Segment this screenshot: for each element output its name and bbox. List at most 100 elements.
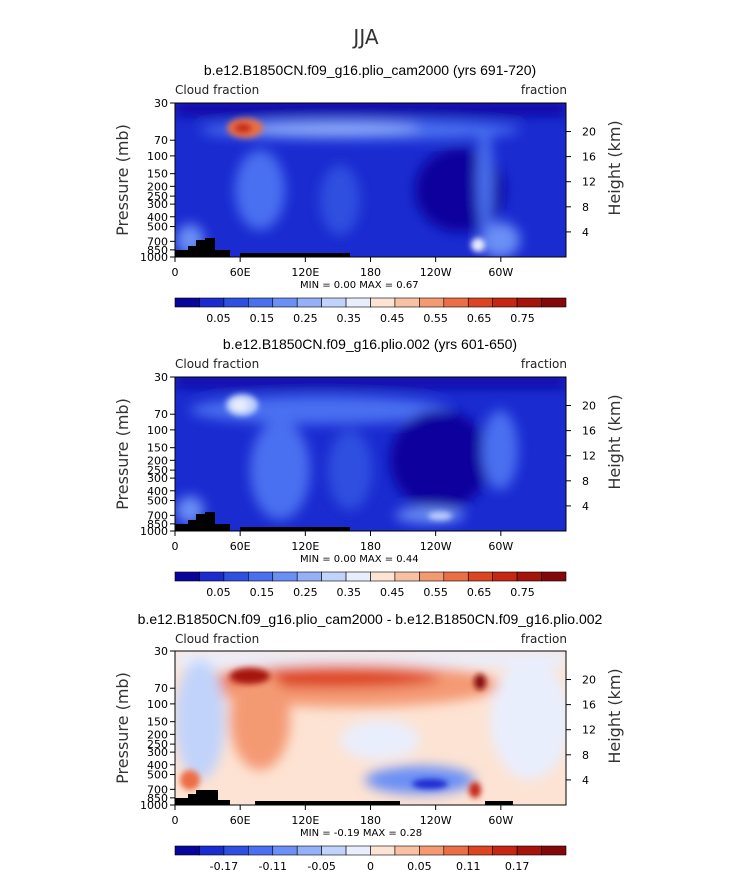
- y-tick-label: 200: [147, 728, 168, 741]
- colorbar-swatch: [223, 297, 249, 308]
- y2-tick-label: 4: [582, 500, 589, 513]
- y-tick-label: 400: [147, 485, 168, 498]
- min-max-readout: MIN = 0.00 MAX = 0.67: [300, 280, 419, 291]
- terrain-mask: [175, 790, 230, 805]
- surface-positive-max: [469, 782, 481, 798]
- left-label: Cloud fraction: [175, 83, 259, 97]
- mid-neutral: [340, 720, 420, 760]
- anvil-core: [234, 123, 252, 133]
- terrain-mask-low: [240, 253, 350, 257]
- panel-1: b.e12.B1850CN.f09_g16.plio_cam2000 (yrs …: [113, 62, 624, 325]
- low-negative-min: [412, 779, 448, 789]
- x-tick-label: 120E: [291, 540, 319, 553]
- panel-2: b.e12.B1850CN.f09_g16.plio.002 (yrs 601-…: [113, 336, 624, 599]
- colorbar-label: -0.11: [259, 860, 287, 873]
- colorbar-swatch: [467, 845, 493, 856]
- upper-cloud-core: [240, 122, 420, 134]
- y-tick-label: 70: [154, 682, 168, 695]
- colorbar-swatch: [419, 845, 445, 856]
- right-label: fraction: [521, 83, 567, 97]
- colorbar-swatch: [370, 845, 396, 856]
- field-peaks: [227, 118, 485, 252]
- x-tick-label: 180: [360, 266, 381, 279]
- field-peaks: [180, 668, 486, 798]
- y-tick-label: 700: [147, 509, 168, 522]
- y2-tick-label: 8: [582, 201, 589, 214]
- colorbar-label: 0.17: [505, 860, 530, 873]
- y2-axis: 20 16 12 8 4: [566, 400, 596, 513]
- colorbar-swatch: [223, 845, 249, 856]
- x-tick-label: 180: [360, 540, 381, 553]
- field-peaks: [226, 394, 452, 520]
- colorbar-label: 0.35: [337, 586, 362, 599]
- colorbar-label: 0.65: [467, 312, 492, 325]
- y-tick-label: 500: [147, 769, 168, 782]
- y-tick-label: 300: [147, 472, 168, 485]
- colorbar-swatch: [541, 571, 567, 582]
- terrain-mask: [175, 512, 230, 531]
- colorbar-swatch: [394, 845, 420, 856]
- y-tick-label: 1000: [140, 251, 168, 264]
- colorbar-label: 0: [367, 860, 374, 873]
- x-tick-label: 60W: [488, 540, 513, 553]
- y2-axis-label: Height (km): [605, 394, 624, 489]
- colorbar-swatch: [370, 571, 396, 582]
- colorbar-label: 0.05: [407, 860, 432, 873]
- y-tick-label: 400: [147, 211, 168, 224]
- colorbar-swatch: [370, 297, 396, 308]
- colorbar-label: 0.65: [467, 586, 492, 599]
- mid-level-plume: [235, 150, 285, 230]
- x-tick-label: 120E: [291, 814, 319, 827]
- y2-tick-label: 16: [582, 425, 596, 438]
- upper-cloud-band: [175, 103, 566, 115]
- y-tick-label: 850: [147, 518, 168, 531]
- colorbar-label: 0.25: [293, 312, 318, 325]
- mid-level-plume-2: [320, 165, 360, 235]
- y-tick-label: 1000: [140, 799, 168, 812]
- column-positive-max: [474, 674, 486, 690]
- colorbar-swatch: [272, 845, 298, 856]
- colorbar-swatch: [443, 845, 469, 856]
- y-tick-label: 200: [147, 454, 168, 467]
- y2-tick-label: 20: [582, 674, 596, 687]
- y-tick-label: 70: [154, 134, 168, 147]
- x-tick-label: 120E: [291, 266, 319, 279]
- colorbar-label: 0.75: [510, 312, 535, 325]
- x-tick-label: 120W: [420, 266, 452, 279]
- colorbar-swatch: [467, 571, 493, 582]
- y-axis-label: Pressure (mb): [113, 398, 132, 510]
- colorbar-swatch: [248, 845, 274, 856]
- colorbar-swatch: [248, 571, 274, 582]
- y2-axis-label: Height (km): [605, 120, 624, 215]
- x-tick-label: 120W: [420, 540, 452, 553]
- y-tick-label: 30: [154, 371, 168, 384]
- western-neutral: [175, 660, 225, 780]
- y2-tick-label: 8: [582, 475, 589, 488]
- colorbar-swatch: [321, 297, 347, 308]
- y-tick-label: 850: [147, 244, 168, 257]
- y-tick-label: 100: [147, 424, 168, 437]
- colorbar-label: 0.55: [423, 586, 448, 599]
- upper-cloud-band: [175, 377, 566, 387]
- colorbar-swatch: [419, 297, 445, 308]
- low-cloud-max: [428, 512, 452, 520]
- colorbar-swatch: [492, 845, 518, 856]
- colorbar-swatch: [174, 297, 200, 308]
- colorbar-swatch: [516, 297, 542, 308]
- colorbar-swatch: [516, 571, 542, 582]
- colorbar-label: 0.25: [293, 586, 318, 599]
- panel-title: b.e12.B1850CN.f09_g16.plio_cam2000 (yrs …: [204, 62, 536, 78]
- x-tick-label: 120W: [420, 814, 452, 827]
- low-cloud-east: [480, 222, 520, 257]
- page-title: JJA: [351, 25, 378, 49]
- y-tick-label: 700: [147, 235, 168, 248]
- y2-tick-label: 12: [582, 724, 596, 737]
- colorbar-label: 0.45: [380, 586, 405, 599]
- colorbar-label: 0.05: [206, 312, 231, 325]
- colorbar-label: 0.45: [380, 312, 405, 325]
- x-tick-label: 180: [360, 814, 381, 827]
- x-tick-label: 60E: [230, 814, 251, 827]
- x-tick-label: 60W: [488, 814, 513, 827]
